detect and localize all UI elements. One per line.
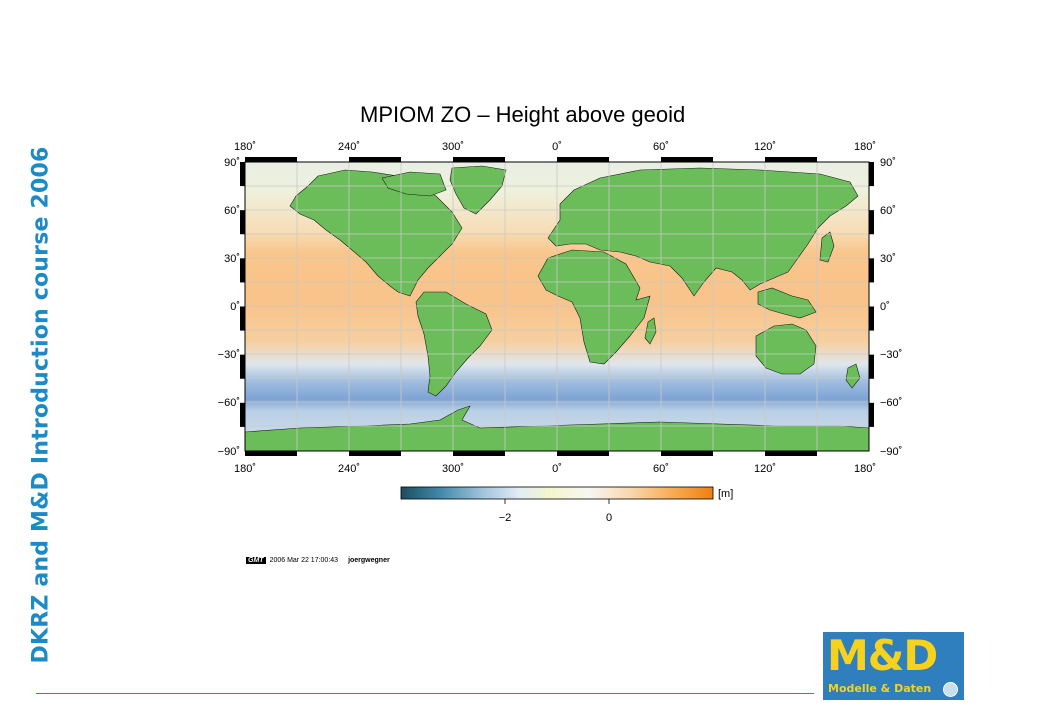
bottom-lon-label: 60˚ bbox=[653, 463, 669, 475]
land-australia bbox=[755, 323, 817, 375]
graticule bbox=[245, 162, 869, 451]
frame-segment bbox=[869, 402, 874, 427]
right-lat-label: −30˚ bbox=[880, 349, 902, 361]
left-lat-label: 60˚ bbox=[224, 205, 240, 217]
frame-segment bbox=[869, 258, 874, 283]
gmt-time: 2006 Mar 22 17:00:43 bbox=[269, 557, 339, 564]
frame-segment bbox=[869, 306, 874, 331]
frame-segment bbox=[765, 451, 817, 456]
frame-segment bbox=[349, 451, 401, 456]
axis-labels: 180˚ 240˚ 300˚ 0˚ 60˚ 120˚ 180˚ 180˚ 240… bbox=[218, 141, 903, 475]
bottom-lon-label: 180˚ bbox=[234, 463, 256, 475]
frame-segment bbox=[240, 258, 245, 283]
frame-segment bbox=[245, 451, 297, 456]
right-lat-label: 0˚ bbox=[880, 301, 890, 313]
top-lon-label: 0˚ bbox=[552, 141, 562, 153]
globe-icon bbox=[943, 682, 958, 697]
frame-segment bbox=[765, 157, 817, 162]
bottom-lon-label: 120˚ bbox=[754, 463, 776, 475]
left-lat-label: 30˚ bbox=[224, 253, 240, 265]
right-lat-label: −60˚ bbox=[880, 397, 902, 409]
left-lat-label: −60˚ bbox=[218, 397, 240, 409]
top-lon-label: 180˚ bbox=[234, 141, 256, 153]
land-japan bbox=[819, 231, 835, 263]
frame-segment bbox=[557, 451, 609, 456]
top-lon-label: 240˚ bbox=[338, 141, 360, 153]
left-lat-label: −90˚ bbox=[218, 446, 240, 458]
frame-segment bbox=[661, 451, 713, 456]
right-lat-label: −90˚ bbox=[880, 446, 902, 458]
bottom-lon-label: 300˚ bbox=[442, 463, 464, 475]
colorbar: [m] −2 0 bbox=[400, 486, 733, 524]
right-lat-label: 90˚ bbox=[880, 157, 896, 169]
gmt-logo: GMT bbox=[246, 557, 266, 564]
left-lat-label: 90˚ bbox=[224, 157, 240, 169]
frame-segment bbox=[245, 157, 297, 162]
colorbar-ramp bbox=[400, 486, 714, 500]
frame-segment bbox=[453, 451, 505, 456]
md-logo-sub: Modelle & Daten bbox=[828, 682, 932, 695]
top-lon-label: 300˚ bbox=[442, 141, 464, 153]
frame-segment bbox=[349, 157, 401, 162]
bottom-lon-label: 240˚ bbox=[338, 463, 360, 475]
land-se-asia bbox=[757, 287, 817, 319]
md-logo: M&D Modelle & Daten bbox=[823, 632, 964, 700]
bottom-lon-label: 0˚ bbox=[552, 463, 562, 475]
gmt-timestamp: GMT 2006 Mar 22 17:00:43 joergwegner bbox=[246, 557, 390, 564]
md-logo-main: M&D bbox=[827, 632, 938, 680]
land-arctic-islands bbox=[381, 171, 447, 197]
gmt-user: joergwegner bbox=[348, 557, 390, 564]
left-lat-label: 0˚ bbox=[230, 301, 240, 313]
map-title: MPIOM ZO – Height above geoid bbox=[360, 102, 686, 127]
top-lon-label: 180˚ bbox=[854, 141, 876, 153]
land-madagascar bbox=[644, 317, 657, 345]
map-frame bbox=[240, 157, 874, 456]
frame-segment bbox=[869, 162, 874, 187]
frame-segment bbox=[240, 354, 245, 379]
land-africa bbox=[537, 249, 651, 365]
frame-segment bbox=[453, 157, 505, 162]
frame-segment bbox=[661, 157, 713, 162]
top-lon-label: 120˚ bbox=[754, 141, 776, 153]
footer-rule bbox=[36, 693, 814, 694]
frame-segment bbox=[869, 354, 874, 379]
colorbar-tick-label: 0 bbox=[606, 512, 612, 524]
frame-segment bbox=[240, 402, 245, 427]
right-lat-label: 30˚ bbox=[880, 253, 896, 265]
frame-segment bbox=[240, 210, 245, 235]
land-south-america bbox=[415, 291, 493, 397]
colorbar-tick-label: −2 bbox=[499, 512, 512, 524]
top-lon-label: 60˚ bbox=[653, 141, 669, 153]
frame-segment bbox=[557, 157, 609, 162]
frame-segment bbox=[240, 306, 245, 331]
frame-segment bbox=[240, 162, 245, 187]
land-eurasia bbox=[547, 167, 859, 297]
bottom-lon-label: 180˚ bbox=[854, 463, 876, 475]
frame-segment bbox=[869, 210, 874, 235]
right-lat-label: 60˚ bbox=[880, 205, 896, 217]
colorbar-unit: [m] bbox=[718, 488, 733, 500]
left-lat-label: −30˚ bbox=[218, 349, 240, 361]
